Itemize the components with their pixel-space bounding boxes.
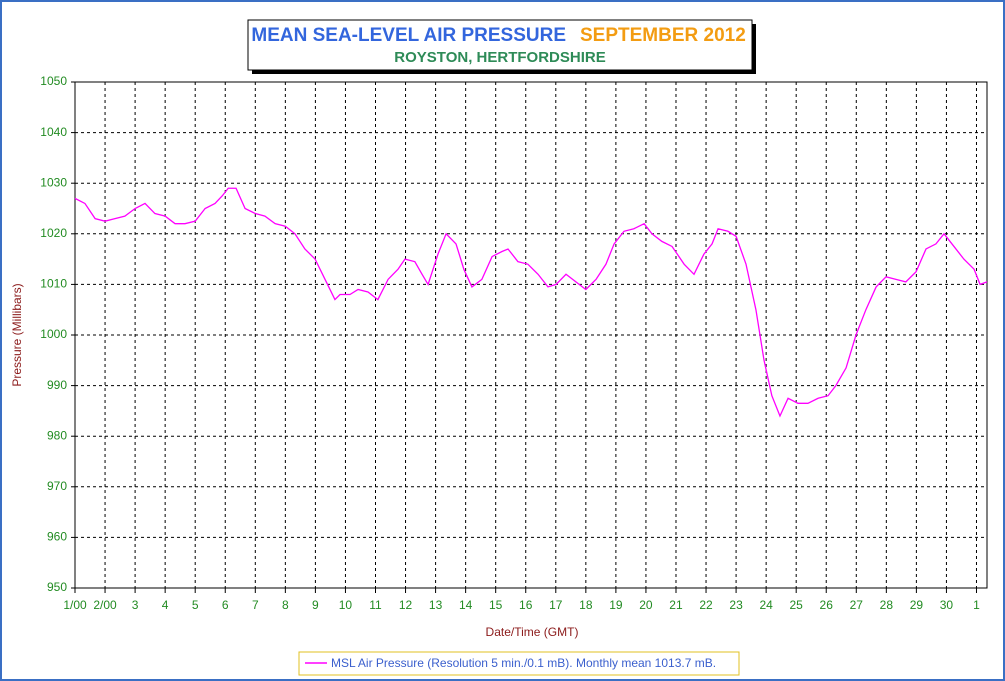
y-tick-label: 1030 [40,175,67,189]
x-axis-label: Date/Time (GMT) [486,625,579,639]
x-tick-label: 21 [669,598,683,612]
x-tick-label: 8 [282,598,289,612]
x-tick-label: 6 [222,598,229,612]
x-tick-label: 2/00 [93,598,117,612]
y-tick-label: 1010 [40,277,67,291]
x-tick-label: 3 [132,598,139,612]
x-tick-label: 25 [790,598,804,612]
y-tick-label: 960 [47,530,67,544]
x-tick-label: 23 [729,598,743,612]
chart-title: MEAN SEA-LEVEL AIR PRESSURE [251,25,566,46]
x-tick-label: 7 [252,598,259,612]
x-tick-label: 28 [880,598,894,612]
x-tick-label: 13 [429,598,443,612]
x-tick-label: 12 [399,598,413,612]
x-tick-label: 26 [820,598,834,612]
y-tick-label: 990 [47,378,67,392]
x-tick-label: 14 [459,598,473,612]
x-tick-label: 9 [312,598,319,612]
y-tick-label: 1000 [40,327,67,341]
chart-period: SEPTEMBER 2012 [580,25,746,46]
x-tick-label: 1/00 [63,598,87,612]
title-box [247,19,753,71]
y-tick-label: 1050 [40,74,67,88]
legend-label: MSL Air Pressure (Resolution 5 min./0.1 … [331,656,716,670]
x-tick-label: 4 [162,598,169,612]
x-tick-label: 20 [639,598,653,612]
x-tick-label: 27 [850,598,864,612]
x-tick-label: 24 [759,598,773,612]
y-tick-label: 1040 [40,125,67,139]
y-tick-label: 1020 [40,226,67,240]
x-tick-label: 15 [489,598,503,612]
x-tick-label: 18 [579,598,593,612]
y-tick-label: 950 [47,580,67,594]
x-tick-label: 5 [192,598,199,612]
x-tick-label: 22 [699,598,713,612]
legend [298,651,740,676]
y-axis-label: Pressure (Millibars) [10,283,24,386]
data-line [74,187,988,418]
x-tick-label: 1 [973,598,980,612]
x-tick-label: 16 [519,598,533,612]
chart-subtitle: ROYSTON, HERTFORDSHIRE [394,49,605,66]
x-tick-label: 10 [339,598,353,612]
x-tick-label: 17 [549,598,563,612]
x-tick-label: 29 [910,598,924,612]
x-tick-label: 19 [609,598,623,612]
x-tick-label: 11 [369,598,382,612]
y-tick-label: 970 [47,479,67,493]
x-tick-label: 30 [940,598,954,612]
y-tick-label: 980 [47,428,67,442]
